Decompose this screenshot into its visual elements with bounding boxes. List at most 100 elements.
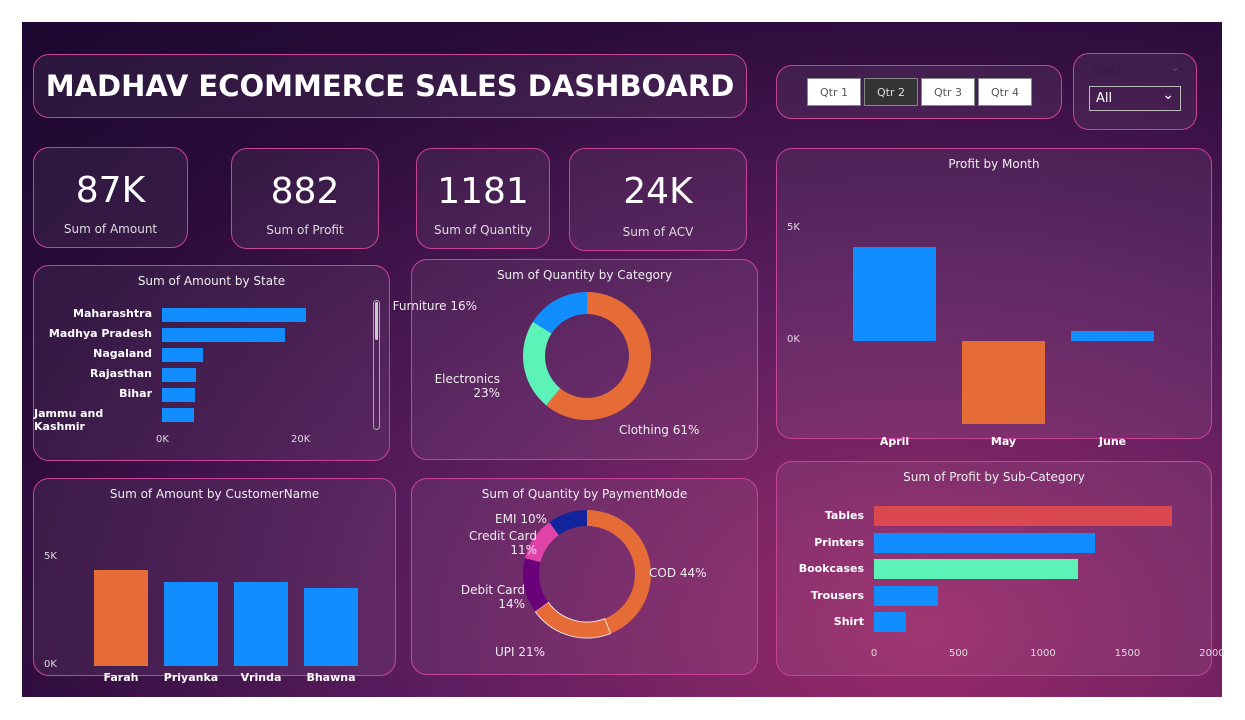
axis-tick: 0 bbox=[870, 648, 878, 659]
bar bbox=[874, 559, 1078, 579]
kpi-label: Sum of Amount bbox=[63, 222, 158, 236]
state-dropdown[interactable]: All ⌄ bbox=[1089, 86, 1181, 111]
bar-label: Tables bbox=[824, 509, 864, 522]
axis-tick: 0K bbox=[44, 659, 57, 670]
state-slicer: State ⌄ All ⌄ bbox=[1073, 53, 1197, 130]
slice-label: Credit Card 11% bbox=[469, 529, 537, 557]
bar bbox=[874, 506, 1172, 526]
quantity-by-category-chart: Sum of Quantity by Category Clothing 61% E… bbox=[393, 259, 758, 460]
kpi-label: Sum of Profit bbox=[266, 223, 344, 237]
bar bbox=[162, 328, 285, 342]
bar bbox=[162, 388, 196, 402]
bar-label: Bihar bbox=[119, 387, 152, 400]
donut-slice[interactable] bbox=[534, 601, 612, 639]
kpi-label: Sum of ACV bbox=[622, 225, 694, 239]
bar bbox=[1071, 330, 1154, 341]
profit-by-month-chart: Profit by Month April May June 5K 0K bbox=[776, 148, 1212, 448]
bar bbox=[304, 588, 358, 666]
bar bbox=[162, 348, 204, 362]
bar bbox=[853, 246, 936, 341]
bar-label: Rajasthan bbox=[90, 367, 152, 380]
qtr-4-button[interactable]: Qtr 4 bbox=[978, 78, 1032, 106]
donut-svg bbox=[523, 510, 651, 639]
donut-slice[interactable] bbox=[523, 321, 561, 406]
kpi-amount: 87K Sum of Amount bbox=[33, 147, 188, 248]
chart-title: Sum of Profit by Sub-Category bbox=[903, 470, 1085, 484]
chevron-down-icon: ⌄ bbox=[1162, 87, 1174, 103]
donut-slice[interactable] bbox=[549, 510, 587, 536]
slice-label: UPI 21% bbox=[494, 645, 545, 659]
chart-title: Sum of Quantity by Category bbox=[496, 268, 673, 282]
bar-label: May bbox=[990, 435, 1017, 448]
bar bbox=[162, 368, 196, 382]
axis-tick: 500 bbox=[948, 648, 969, 659]
kpi-value: 87K bbox=[75, 170, 146, 211]
donut-slice[interactable] bbox=[532, 292, 587, 334]
bar-label: Shirt bbox=[833, 615, 864, 628]
bar-label: June bbox=[1098, 435, 1127, 448]
profit-by-subcategory-chart: Sum of Profit by Sub-Category Tables Print… bbox=[776, 461, 1225, 676]
slice-label: Clothing 61% bbox=[619, 423, 700, 437]
qtr-2-button[interactable]: Qtr 2 bbox=[864, 78, 918, 106]
bar bbox=[162, 408, 194, 422]
page-title: MADHAV ECOMMERCE SALES DASHBOARD bbox=[45, 69, 735, 103]
bar bbox=[874, 532, 1096, 553]
kpi-value: 882 bbox=[270, 171, 340, 212]
slice-label: Debit Card 14% bbox=[460, 583, 525, 611]
bar bbox=[874, 585, 939, 606]
donut-slice[interactable] bbox=[523, 558, 549, 612]
quarter-slicer: Qtr 1 Qtr 2 Qtr 3 Qtr 4 bbox=[776, 65, 1062, 119]
kpi-value: 1181 bbox=[437, 171, 529, 212]
quantity-by-payment-chart: Sum of Quantity by PaymentMode COD 44% UPI… bbox=[411, 478, 758, 675]
bar-label: Trousers bbox=[810, 588, 864, 602]
axis-tick: 5K bbox=[44, 551, 57, 562]
chart-title: Profit by Month bbox=[948, 157, 1040, 171]
slice-label: EMI 10% bbox=[495, 512, 547, 526]
slice-label: Electronics 23% bbox=[434, 372, 500, 400]
bar bbox=[234, 581, 288, 666]
axis-tick: 20K bbox=[291, 434, 311, 445]
axis-tick: 1000 bbox=[1030, 648, 1056, 659]
kpi-label: Sum of Quantity bbox=[434, 223, 532, 237]
bar-label: Nagaland bbox=[93, 347, 152, 360]
chart-title: Sum of Amount by CustomerName bbox=[109, 487, 320, 501]
kpi-value: 24K bbox=[623, 171, 693, 212]
axis-tick: 1500 bbox=[1114, 648, 1141, 659]
bar bbox=[962, 341, 1045, 424]
chevron-down-icon[interactable]: ⌄ bbox=[1169, 60, 1180, 74]
kpi-quantity: 1181 Sum of Quantity bbox=[416, 148, 550, 249]
state-filter-label: State bbox=[1090, 64, 1125, 79]
axis-tick: 2000 bbox=[1199, 648, 1225, 659]
donut-slice[interactable] bbox=[525, 522, 559, 563]
bar-label: Bhawna bbox=[306, 671, 356, 684]
dashboard-canvas: MADHAV ECOMMERCE SALES DASHBOARD Qtr 1 Q… bbox=[22, 22, 1225, 697]
bar-label: Maharashtra bbox=[73, 307, 152, 320]
bar bbox=[94, 570, 148, 666]
chart-title: Sum of Quantity by PaymentMode bbox=[481, 487, 688, 501]
bar-label: Vrinda bbox=[240, 671, 282, 684]
amount-by-state-chart: Sum of Amount by State Maharashtra Madhya… bbox=[33, 265, 390, 461]
slice-label: COD 44% bbox=[649, 566, 707, 580]
chart-title: Sum of Amount by State bbox=[137, 274, 286, 288]
bar-label: Printers bbox=[814, 535, 864, 549]
donut-slice[interactable] bbox=[546, 292, 651, 420]
bar bbox=[164, 581, 218, 666]
bar-label: Madhya Pradesh bbox=[48, 327, 152, 340]
scrollbar[interactable] bbox=[373, 300, 380, 430]
donut-slice[interactable] bbox=[587, 510, 651, 634]
axis-tick: 5K bbox=[787, 222, 800, 233]
qtr-3-button[interactable]: Qtr 3 bbox=[921, 78, 975, 106]
kpi-acv: 24K Sum of ACV bbox=[569, 148, 747, 251]
title-card: MADHAV ECOMMERCE SALES DASHBOARD bbox=[33, 54, 747, 118]
qtr-1-button[interactable]: Qtr 1 bbox=[807, 78, 861, 106]
bar-label: Priyanka bbox=[163, 671, 219, 684]
bar bbox=[162, 308, 306, 322]
axis-tick: 0K bbox=[156, 434, 169, 445]
slice-label: Furniture 16% bbox=[392, 299, 477, 313]
axis-tick: 0K bbox=[787, 334, 800, 345]
amount-by-customer-chart: Sum of Amount by CustomerName Farah Priyan… bbox=[33, 478, 396, 684]
bar bbox=[874, 612, 906, 632]
bar-label: April bbox=[879, 435, 910, 448]
bar-label: Farah bbox=[103, 671, 139, 684]
bar-label: Bookcases bbox=[798, 562, 864, 575]
